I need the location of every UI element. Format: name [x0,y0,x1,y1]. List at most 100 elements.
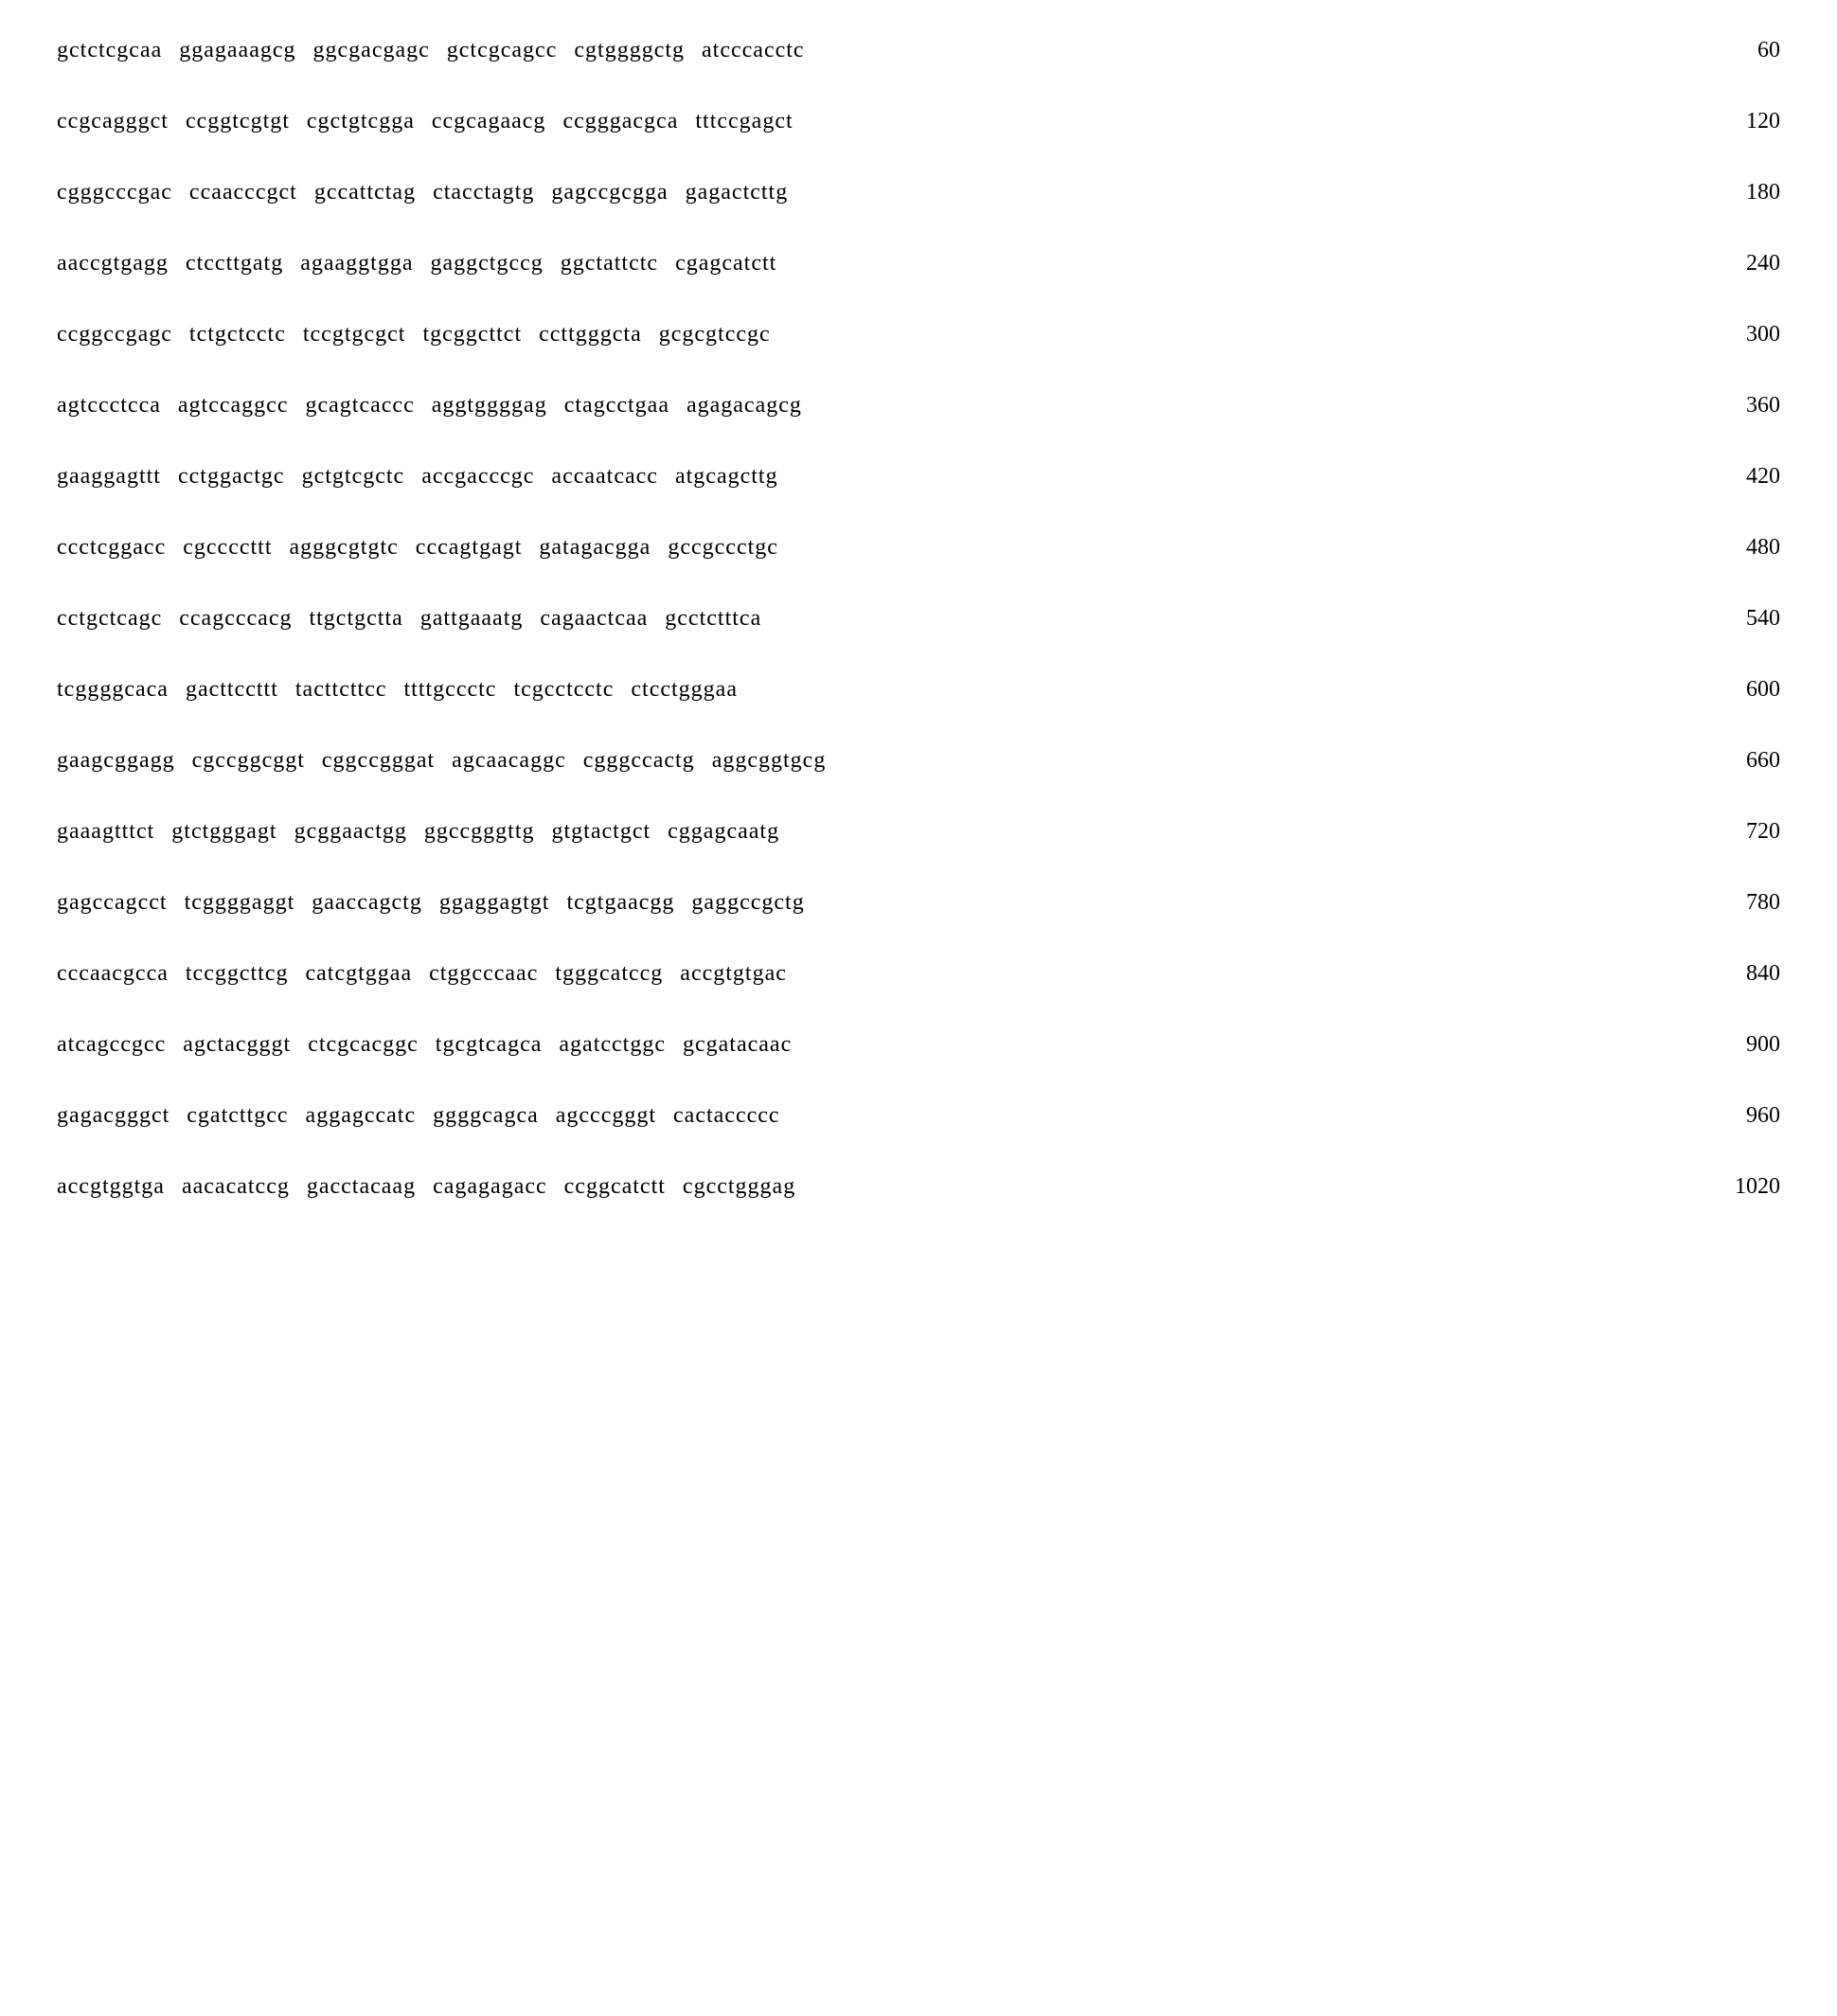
sequence-row: cgggcccgac ccaacccgct gccattctag ctaccta… [57,180,1780,205]
sequence-block: gagactcttg [686,180,789,205]
sequence-block: agtccctcca [57,393,161,419]
sequence-block: cccagtgagt [416,535,523,561]
sequence-row: cccaacgcca tccggcttcg catcgtggaa ctggccc… [57,961,1780,987]
sequence-block: gcggaactgg [294,819,407,845]
sequence-block: ctcgcacggc [308,1032,419,1058]
sequence-row: agtccctcca agtccaggcc gcagtcaccc aggtggg… [57,393,1780,419]
sequence-row: gaagcggagg cgccggcggt cggccgggat agcaaca… [57,748,1780,774]
sequence-block: tgggcatccg [555,961,663,987]
sequence-position: 420 [1689,464,1780,490]
sequence-position: 780 [1689,890,1780,916]
sequence-block: cgtggggctg [574,38,685,63]
sequence-block: accgtggtga [57,1174,165,1200]
sequence-blocks: gctctcgcaa ggagaaagcg ggcgacgagc gctcgca… [57,38,805,63]
sequence-block: cagaactcaa [540,606,648,632]
sequence-block: ttttgccctc [404,677,497,703]
sequence-block: tcgcctcctc [513,677,614,703]
sequence-block: gcagtcaccc [306,393,415,419]
sequence-block: cctgctcagc [57,606,162,632]
sequence-position: 1020 [1678,1174,1780,1200]
sequence-block: tcggggaggt [185,890,295,916]
sequence-block: gaagcggagg [57,748,175,774]
sequence-block: gagccgcgga [551,180,668,205]
sequence-block: aggcggtgcg [712,748,827,774]
sequence-block: cgcctgggag [683,1174,795,1200]
sequence-block: gctctcgcaa [57,38,162,63]
sequence-container: gctctcgcaa ggagaaagcg ggcgacgagc gctcgca… [57,38,1780,1245]
sequence-block: atgcagcttg [675,464,778,490]
sequence-block: ttgctgctta [309,606,402,632]
sequence-block: atcccacctc [702,38,805,63]
sequence-position: 480 [1689,535,1780,561]
sequence-row: gagccagcct tcggggaggt gaaccagctg ggaggag… [57,890,1780,916]
sequence-block: agctacgggt [183,1032,291,1058]
sequence-block: tctgctcctc [189,322,286,348]
sequence-block: cgggcccgac [57,180,172,205]
sequence-block: ggagaaagcg [179,38,295,63]
sequence-position: 240 [1689,251,1780,277]
sequence-position: 900 [1689,1032,1780,1058]
sequence-block: gcgatacaac [683,1032,792,1058]
sequence-position: 120 [1689,109,1780,134]
sequence-block: cactaccccc [673,1103,780,1129]
sequence-row: atcagccgcc agctacgggt ctcgcacggc tgcgtca… [57,1032,1780,1058]
sequence-blocks: atcagccgcc agctacgggt ctcgcacggc tgcgtca… [57,1032,792,1058]
sequence-block: ccggcatctt [564,1174,666,1200]
sequence-block: aggtggggag [432,393,547,419]
sequence-block: gctcgcagcc [447,38,558,63]
sequence-row: gaaggagttt cctggactgc gctgtcgctc accgacc… [57,464,1780,490]
sequence-blocks: ccggccgagc tctgctcctc tccgtgcgct tgcggct… [57,322,771,348]
sequence-block: gaggctgccg [431,251,544,277]
sequence-block: cgctgtcgga [307,109,415,134]
sequence-position: 180 [1689,180,1780,205]
sequence-block: agggcgtgtc [290,535,399,561]
sequence-row: ccgcagggct ccggtcgtgt cgctgtcgga ccgcaga… [57,109,1780,134]
sequence-position: 720 [1689,819,1780,845]
sequence-block: gaaggagttt [57,464,161,490]
sequence-row: gaaagtttct gtctgggagt gcggaactgg ggccggg… [57,819,1780,845]
sequence-block: catcgtggaa [306,961,413,987]
sequence-block: tcgtgaacgg [566,890,674,916]
sequence-block: tccgtgcgct [303,322,406,348]
sequence-block: agtccaggcc [178,393,289,419]
sequence-block: ctacctagtg [433,180,534,205]
sequence-block: ccgggacgca [562,109,678,134]
sequence-block: ggaggagtgt [439,890,550,916]
sequence-block: gccgccctgc [668,535,778,561]
sequence-block: ccctcggacc [57,535,166,561]
sequence-blocks: tcggggcaca gacttccttt tacttcttcc ttttgcc… [57,677,738,703]
sequence-block: gaaccagctg [312,890,422,916]
sequence-blocks: ccctcggacc cgccccttt agggcgtgtc cccagtga… [57,535,778,561]
sequence-block: accaatcacc [551,464,658,490]
sequence-blocks: cgggcccgac ccaacccgct gccattctag ctaccta… [57,180,788,205]
sequence-blocks: agtccctcca agtccaggcc gcagtcaccc aggtggg… [57,393,802,419]
sequence-block: ctagcctgaa [564,393,669,419]
sequence-block: cgggccactg [583,748,695,774]
sequence-block: atcagccgcc [57,1032,166,1058]
sequence-blocks: ccgcagggct ccggtcgtgt cgctgtcgga ccgcaga… [57,109,794,134]
sequence-block: ccagcccacg [179,606,292,632]
sequence-block: cgagcatctt [675,251,776,277]
sequence-position: 300 [1689,322,1780,348]
sequence-row: gctctcgcaa ggagaaagcg ggcgacgagc gctcgca… [57,38,1780,63]
sequence-blocks: accgtggtga aacacatccg gacctacaag cagagag… [57,1174,795,1200]
sequence-block: cgatcttgcc [187,1103,288,1129]
sequence-block: ggggcagca [433,1103,539,1129]
sequence-row: cctgctcagc ccagcccacg ttgctgctta gattgaa… [57,606,1780,632]
sequence-blocks: gaagcggagg cgccggcggt cggccgggat agcaaca… [57,748,826,774]
sequence-block: ccttgggcta [539,322,642,348]
sequence-block: ctcctgggaa [631,677,738,703]
sequence-block: gacttccttt [186,677,278,703]
sequence-block: cggagcaatg [668,819,779,845]
sequence-blocks: cccaacgcca tccggcttcg catcgtggaa ctggccc… [57,961,787,987]
sequence-block: tgcggcttct [422,322,522,348]
sequence-blocks: gagacgggct cgatcttgcc aggagccatc ggggcag… [57,1103,780,1129]
sequence-position: 360 [1689,393,1780,419]
sequence-block: tcggggcaca [57,677,169,703]
sequence-block: ggccgggttg [424,819,535,845]
sequence-block: gcctctttca [665,606,761,632]
sequence-block: ctggcccaac [429,961,538,987]
sequence-block: agaaggtgga [300,251,413,277]
sequence-block: gagacgggct [57,1103,169,1129]
sequence-block: gatagacgga [539,535,651,561]
